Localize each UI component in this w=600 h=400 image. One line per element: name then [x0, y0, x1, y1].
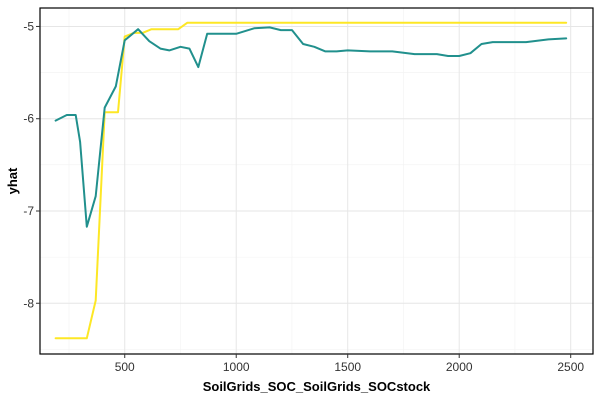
panel-border [39, 7, 594, 355]
x-tick-label: 1500 [334, 360, 361, 374]
x-tick-label: 2000 [446, 360, 473, 374]
x-axis-title: SoilGrids_SOC_SoilGrids_SOCstock [203, 379, 431, 394]
x-tick-label: 1000 [223, 360, 250, 374]
y-axis-title: yhat [5, 167, 20, 194]
x-axis: 500 1000 1500 2000 2500 [115, 354, 584, 374]
series-line-1 [54, 21, 568, 340]
panel-background [40, 8, 593, 354]
minor-grid [40, 8, 593, 354]
y-tick-label: -5 [23, 19, 34, 33]
y-tick-label: -6 [23, 112, 34, 126]
series-line-2 [54, 26, 568, 228]
y-axis: -8 -7 -6 -5 [23, 19, 40, 310]
y-tick-label: -7 [23, 204, 34, 218]
series-layer [54, 21, 568, 340]
x-tick-label: 2500 [557, 360, 584, 374]
y-tick-label: -8 [23, 296, 34, 310]
x-tick-label: 500 [115, 360, 135, 374]
major-grid [40, 8, 593, 354]
